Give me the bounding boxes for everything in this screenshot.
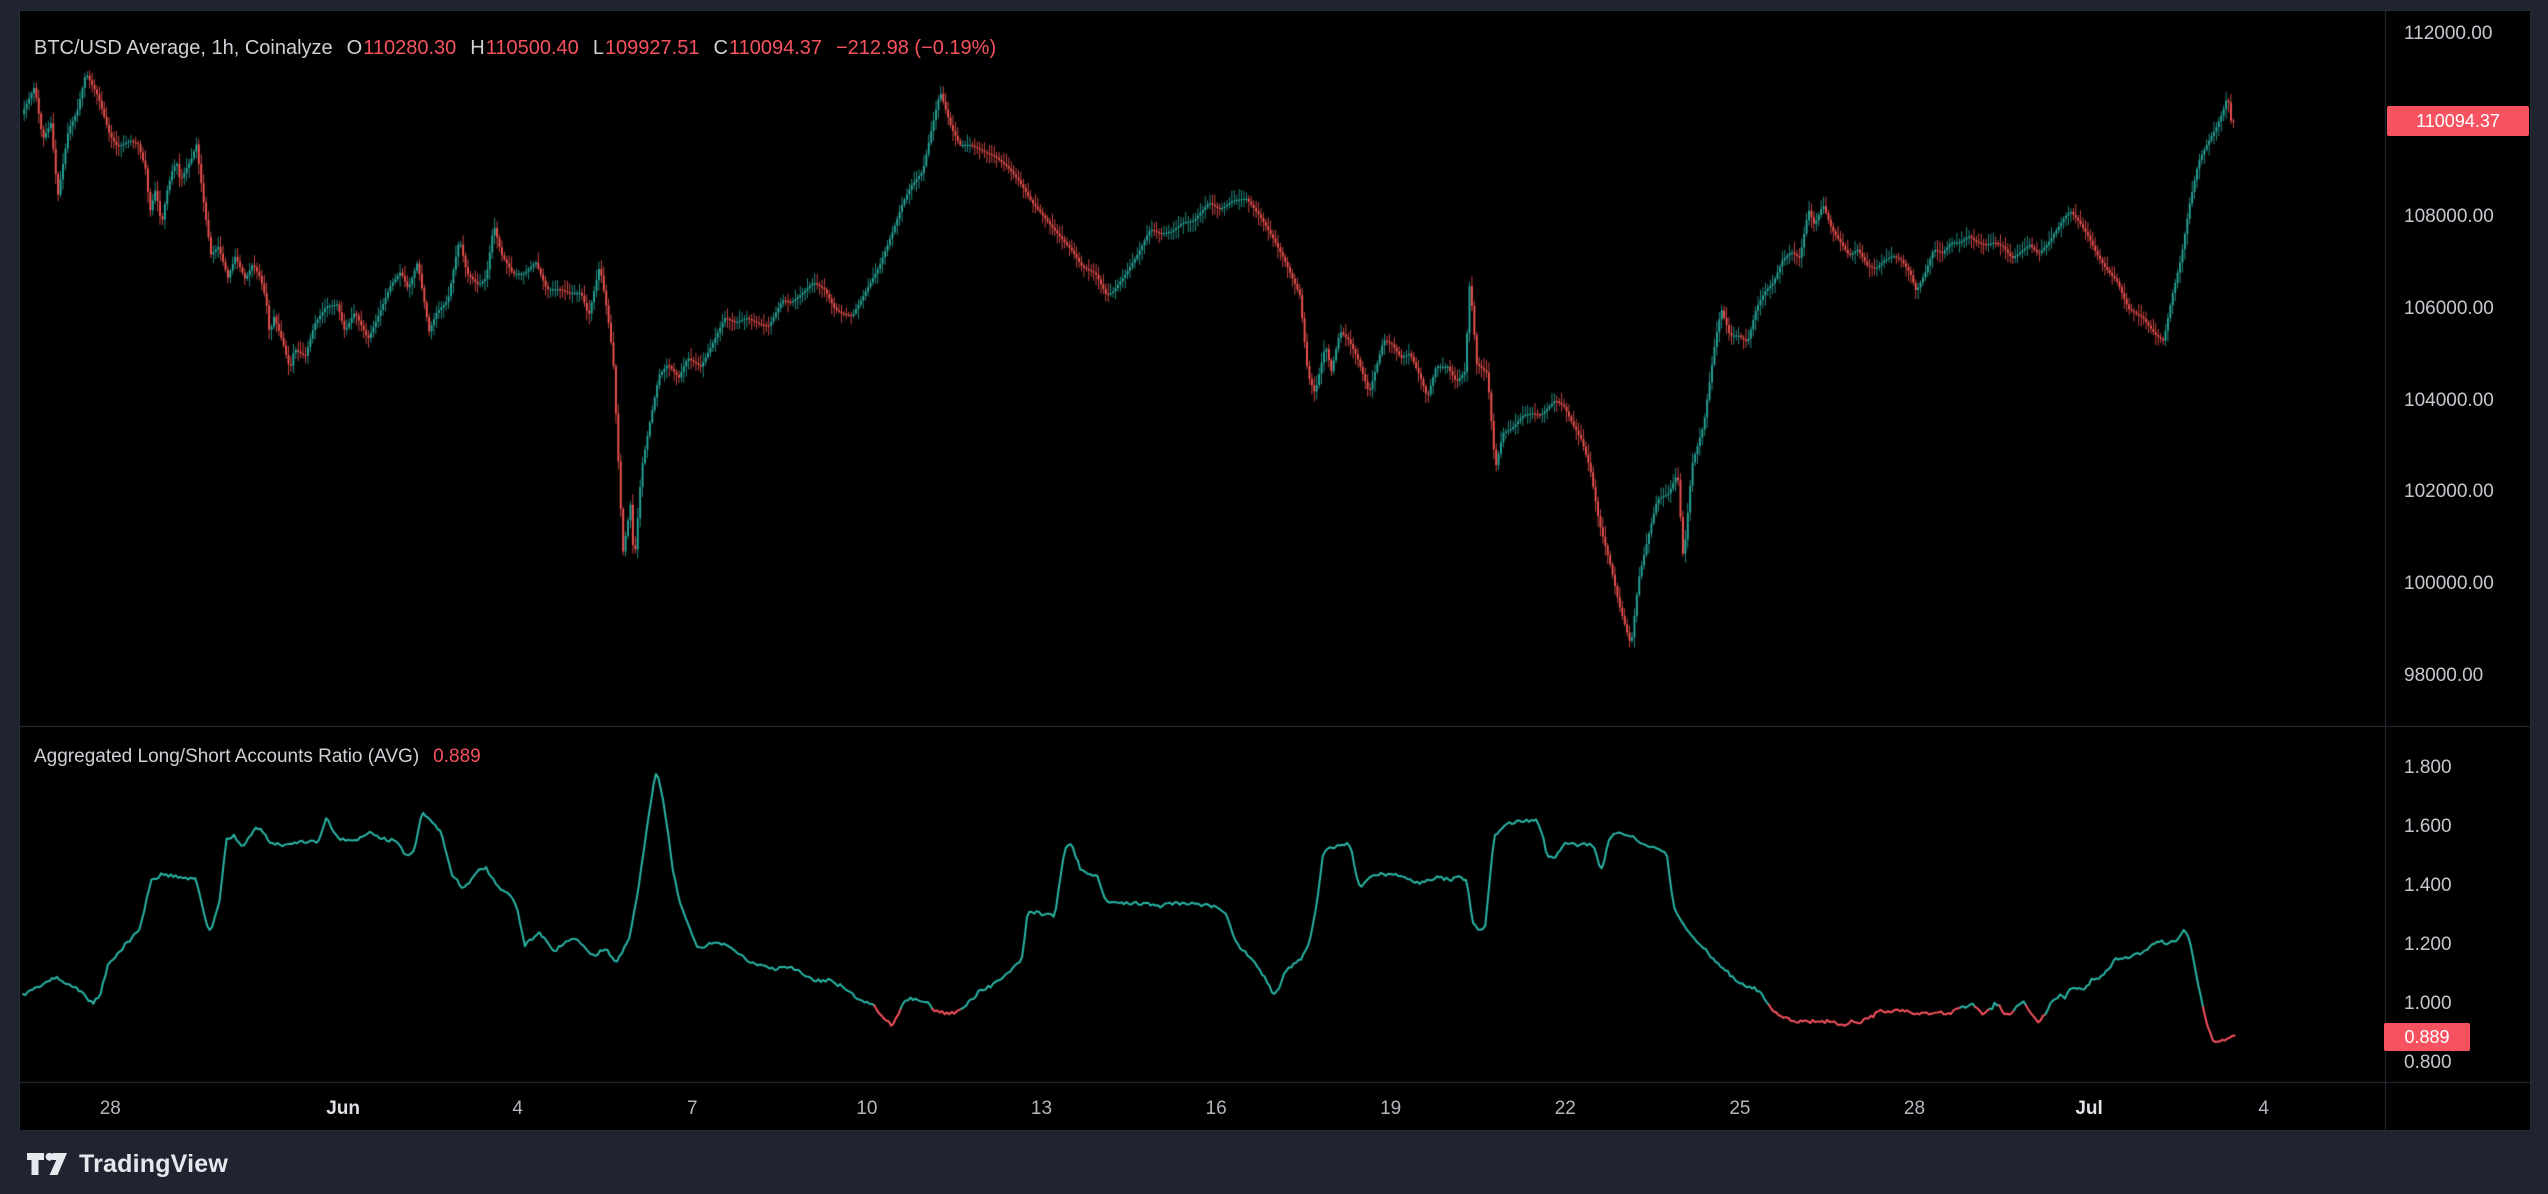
price-axis-label: 104000.00 [2404,389,2494,411]
tradingview-logo-icon [27,1152,67,1175]
price-axis-label: 106000.00 [2404,297,2494,319]
price-axis-label: 112000.00 [2404,22,2493,44]
time-axis-label: 28 [1903,1098,1926,1119]
ratio-axis-label: 1.400 [2404,874,2452,896]
time-axis-label: 7 [687,1098,698,1119]
ratio-pane-legend: Aggregated Long/Short Accounts Ratio (AV… [34,744,481,770]
price-axis-label: 102000.00 [2404,481,2494,503]
ratio-title: Aggregated Long/Short Accounts Ratio (AV… [34,746,420,767]
time-axis-label: 22 [1554,1098,1576,1119]
ratio-axis-label: 1.000 [2404,992,2452,1014]
ratio-axis-label: 1.200 [2404,933,2452,955]
change-value: −212.98 (−0.19%) [836,37,997,59]
symbol-title: BTC/USD Average, 1h, Coinalyze [34,37,333,59]
ratio-axis-label: 0.800 [2404,1051,2452,1073]
last-ratio-badge: 0.889 [2384,1023,2470,1051]
high-value: H 110500.40 [470,37,579,59]
time-axis-label: 16 [1205,1098,1227,1119]
tradingview-attribution[interactable]: TradingView [26,1144,228,1184]
time-axis-label: 10 [856,1098,878,1119]
price-pane-legend: BTC/USD Average, 1h, Coinalyze O 110280.3… [34,35,996,61]
last-price-badge: 110094.37 [2387,106,2529,136]
ratio-current-value: 0.889 [433,746,481,767]
time-axis-label: Jun [326,1098,360,1119]
ratio-axis-label: 1.800 [2404,756,2452,778]
price-axis-label: 108000.00 [2404,206,2494,228]
time-axis-label: 13 [1030,1098,1053,1119]
close-value: C 110094.37 [713,37,822,59]
time-axis-label: Jul [2075,1098,2103,1119]
ratio-axis-label: 1.600 [2404,815,2452,837]
low-value: L 109927.51 [592,37,700,59]
chart-widget: BTC/USD Average, 1h, Coinalyze O 110280.3… [19,10,2532,1131]
time-axis-label: 25 [1729,1098,1751,1119]
time-axis-label: 4 [2258,1098,2269,1119]
time-axis-label: 28 [99,1098,121,1119]
brand-text: TradingView [79,1149,229,1178]
time-axis-label: 19 [1380,1098,1402,1119]
price-axis-label: 100000.00 [2404,572,2494,594]
price-axis-label: 98000.00 [2404,664,2484,686]
chart-canvas[interactable] [20,11,2532,1131]
open-value: O 110280.30 [346,37,457,59]
time-axis-label: 4 [512,1098,523,1119]
